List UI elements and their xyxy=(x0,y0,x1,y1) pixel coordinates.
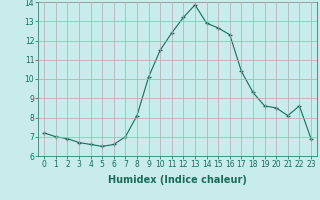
X-axis label: Humidex (Indice chaleur): Humidex (Indice chaleur) xyxy=(108,175,247,185)
